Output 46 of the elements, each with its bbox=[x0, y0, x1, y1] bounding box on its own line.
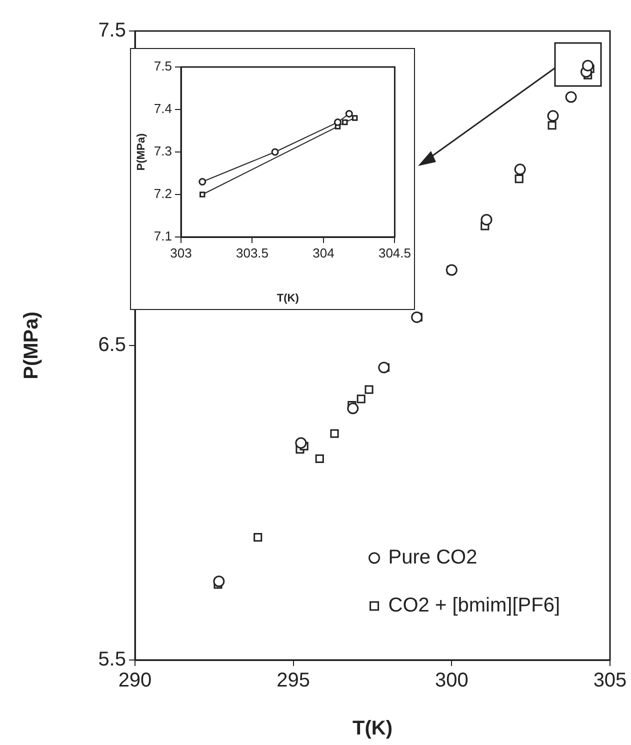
point bbox=[565, 91, 577, 103]
y-tick-label: 5.5 bbox=[98, 648, 126, 671]
point bbox=[347, 402, 359, 414]
point bbox=[198, 178, 206, 186]
y-axis-title: P(MPa) bbox=[136, 133, 148, 171]
x-tick-label: 300 bbox=[434, 670, 468, 692]
x-tick-label: 303 bbox=[170, 245, 192, 260]
point bbox=[213, 576, 225, 588]
legend-label: CO2 + [bmim][PF6] bbox=[388, 594, 560, 617]
point bbox=[514, 164, 526, 176]
y-tick-label: 7.5 bbox=[98, 20, 126, 42]
point bbox=[254, 533, 262, 542]
point bbox=[480, 214, 492, 226]
y-tick-label: 7.3 bbox=[154, 144, 172, 159]
y-tick-label: 7.4 bbox=[154, 101, 172, 116]
point bbox=[411, 311, 423, 323]
point bbox=[356, 394, 366, 404]
x-tick-label: 304.5 bbox=[378, 245, 412, 260]
y-tick-label: 7.2 bbox=[154, 186, 172, 202]
y-tick-label: 7.1 bbox=[154, 228, 172, 244]
point bbox=[334, 118, 342, 126]
point bbox=[364, 385, 374, 394]
point bbox=[271, 148, 279, 156]
point bbox=[378, 362, 390, 374]
y-axis-title: P(MPa) bbox=[20, 312, 43, 380]
x-tick-label: 305 bbox=[593, 670, 627, 692]
x-axis-title: T(K) bbox=[276, 292, 300, 304]
x-tick-label: 303.5 bbox=[236, 245, 269, 260]
y-tick-label: 6.5 bbox=[98, 334, 126, 356]
point bbox=[342, 119, 348, 126]
x-tick-label: 290 bbox=[118, 670, 152, 692]
point bbox=[330, 429, 339, 438]
legend-label: Pure CO2 bbox=[388, 546, 478, 569]
point bbox=[352, 115, 358, 121]
x-tick-label: 304 bbox=[312, 245, 334, 260]
point bbox=[548, 121, 556, 130]
point bbox=[514, 174, 524, 184]
point bbox=[315, 454, 324, 464]
point bbox=[582, 60, 594, 72]
x-tick-label: 295 bbox=[276, 670, 310, 692]
point bbox=[345, 110, 353, 118]
point bbox=[295, 437, 307, 449]
x-axis-title: T(K) bbox=[352, 718, 392, 740]
y-tick-label: 7.5 bbox=[154, 58, 172, 74]
point bbox=[547, 110, 559, 122]
point bbox=[200, 192, 206, 198]
